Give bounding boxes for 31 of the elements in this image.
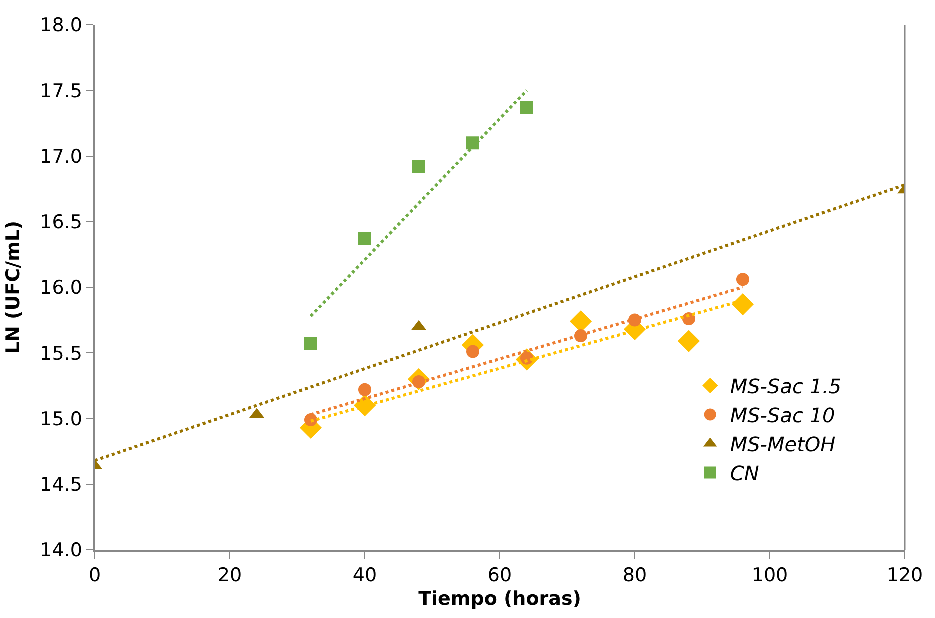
legend-label: MS-Sac 10 (730, 404, 836, 428)
point (678, 330, 700, 352)
legend-label: CN (730, 462, 760, 486)
y-tick-label: 17.0 (40, 146, 82, 168)
legend-label: MS-MetOH (730, 432, 836, 457)
x-tick-label: 20 (218, 564, 242, 587)
y-tick-label: 18.0 (40, 14, 82, 37)
x-tick-label: 40 (352, 564, 378, 587)
y-tick-label: 16.0 (40, 277, 82, 300)
point (304, 337, 318, 350)
x-tick-label: 60 (488, 564, 512, 587)
y-tick-label: 14.0 (40, 540, 82, 562)
y-tick-label: 14.5 (40, 474, 82, 496)
x-tick-label: 80 (622, 564, 648, 587)
y-tick-label: 16.5 (40, 212, 82, 234)
x-tick-label: 0 (88, 564, 102, 587)
x-axis-title: Tiempo (horas) (418, 588, 582, 610)
y-tick-label: 15.5 (40, 342, 82, 365)
y-tick-label: 17.5 (40, 80, 82, 102)
point (736, 273, 750, 286)
point (520, 101, 534, 114)
point (732, 294, 754, 316)
y-axis-title: LN (UFC/mL) (2, 220, 24, 354)
point (466, 345, 480, 358)
point (358, 232, 372, 246)
y-tick-label: 15.0 (40, 408, 82, 430)
x-tick-label: 100 (752, 564, 788, 587)
legend-label: MS-Sac 1.5 (730, 374, 842, 399)
point (412, 160, 426, 174)
point (358, 383, 372, 396)
x-tick-label: 120 (886, 564, 924, 587)
